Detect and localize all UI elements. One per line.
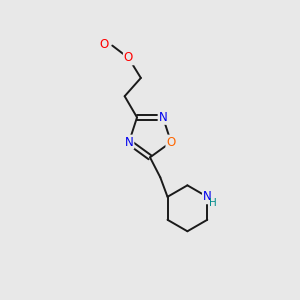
Text: O: O xyxy=(124,51,133,64)
Text: N: N xyxy=(124,136,134,148)
Text: N: N xyxy=(159,111,167,124)
Text: O: O xyxy=(100,38,109,51)
Text: N: N xyxy=(203,190,212,203)
Text: O: O xyxy=(167,136,176,148)
Text: H: H xyxy=(209,198,217,208)
